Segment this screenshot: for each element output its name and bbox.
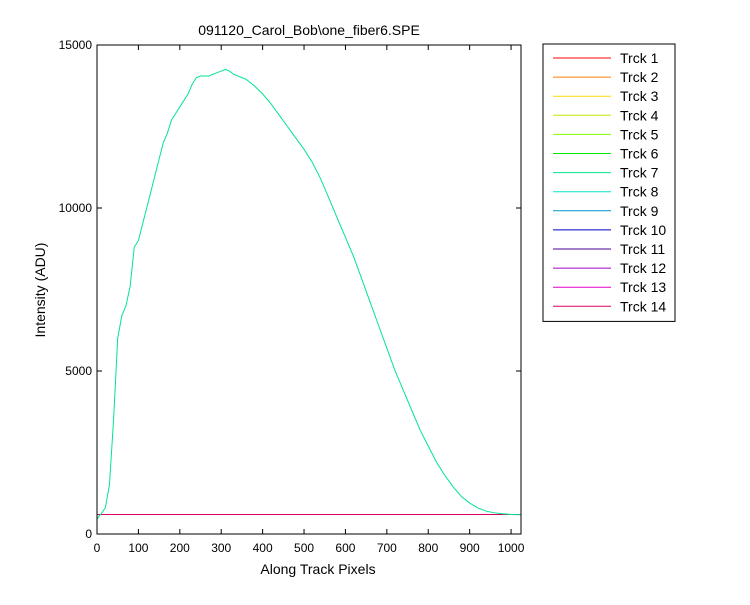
x-tick-label: 0 [94,541,101,555]
legend-label-trck-3: Trck 3 [620,88,659,104]
legend-label-trck-7: Trck 7 [620,165,659,181]
legend-label-trck-10: Trck 10 [620,222,666,238]
legend-label-trck-9: Trck 9 [620,203,659,219]
series-group [97,68,521,520]
x-axis-label: Along Track Pixels [260,561,375,577]
legend-label-trck-13: Trck 13 [620,279,666,295]
x-tick-label: 500 [294,541,314,555]
x-tick-label: 1000 [498,541,525,555]
plot-background [97,45,521,534]
x-tick-label: 700 [377,541,397,555]
legend-label-trck-5: Trck 5 [620,126,659,142]
x-tick-label: 100 [128,541,148,555]
legend-label-trck-6: Trck 6 [620,146,659,162]
legend-label-trck-12: Trck 12 [620,260,666,276]
x-tick-label: 800 [418,541,438,555]
legend: Trck 1 Trck 2 Trck 3 Trck 4 Trck 5 Trck 6 Trck… [542,43,676,322]
legend-label-trck-1: Trck 1 [620,50,659,66]
x-tick-label: 300 [211,541,231,555]
y-axis-label: Intensity (ADU) [32,243,48,338]
axes-frame [96,44,522,535]
legend-label-trck-14: Trck 14 [620,298,666,314]
x-tick-label: 900 [460,541,480,555]
x-tick-label: 200 [170,541,190,555]
chart-title: 091120_Carol_Bob\one_fiber6.SPE [198,22,420,38]
legend-box [542,43,676,322]
series-line-trck-7 [97,68,521,520]
y-tick-label: 0 [85,527,92,541]
x-tick-label: 600 [335,541,355,555]
y-tick-label: 15000 [59,38,93,52]
legend-label-trck-4: Trck 4 [620,107,659,123]
legend-label-trck-2: Trck 2 [620,69,659,85]
plot-area: 0 100 200 300 400 500 600 700 800 900 100005000100… [59,38,525,555]
x-tick-label: 400 [253,541,273,555]
y-tick-label: 5000 [65,364,92,378]
y-tick-label: 10000 [59,201,93,215]
legend-label-trck-11: Trck 11 [620,241,665,257]
legend-label-trck-8: Trck 8 [620,184,659,200]
